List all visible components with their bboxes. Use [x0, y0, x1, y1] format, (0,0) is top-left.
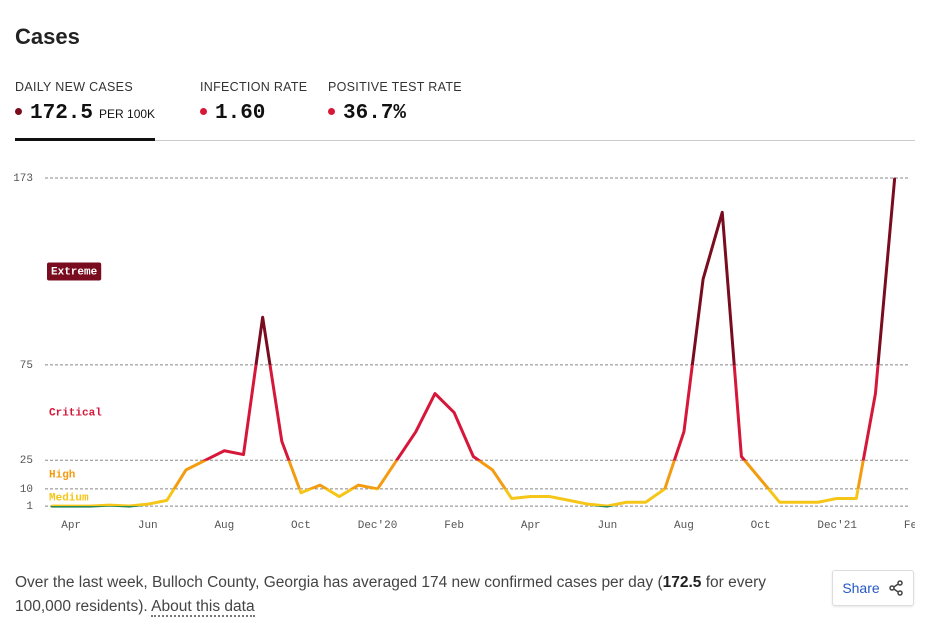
- footer: Over the last week, Bulloch County, Geor…: [15, 571, 795, 619]
- level-label: Medium: [49, 492, 89, 504]
- tab-label: INFECTION RATE: [200, 80, 308, 94]
- x-tick-label: Aug: [214, 520, 234, 532]
- tab[interactable]: DAILY NEW CASES 172.5 PER 100K: [15, 78, 156, 141]
- tab-value: 1.60: [215, 102, 266, 125]
- tab-dot: [328, 108, 335, 116]
- y-tick-label: 1: [26, 501, 33, 513]
- level-label: High: [49, 470, 75, 482]
- y-tick-label: 75: [20, 360, 33, 372]
- share-icon: [888, 580, 903, 596]
- tab-value: 36.7%: [343, 102, 407, 125]
- y-tick-label: 25: [20, 455, 33, 467]
- y-tick-label: 10: [20, 484, 33, 496]
- x-tick-label: Aug: [674, 520, 694, 532]
- tab-dot: [200, 108, 207, 116]
- level-badge: [47, 262, 102, 281]
- tab-value-row: 36.7%: [328, 102, 462, 125]
- footer-text: for every 100,000 residents).: [15, 574, 767, 615]
- share-label: Share: [842, 580, 880, 596]
- x-tick-label: Apr: [521, 520, 541, 532]
- x-tick-label: Dec'21: [817, 520, 857, 532]
- x-tick-label: Jun: [138, 520, 158, 532]
- tab[interactable]: INFECTION RATE 1.60: [200, 78, 307, 140]
- x-tick-label: Apr: [61, 520, 81, 532]
- tab-value: 172.5: [30, 102, 94, 125]
- tab-value-row: 1.60: [200, 102, 307, 125]
- x-tick-label: Feb: [904, 520, 915, 532]
- footer-bold: 172.5: [662, 574, 702, 591]
- level-label: Extreme: [51, 266, 98, 278]
- chart: 1 10 25 75 173 Apr Jun Aug Oct Dec'20 Feb Apr Jun Aug…: [13, 173, 915, 532]
- x-tick-label: Feb: [444, 520, 464, 532]
- title: Cases: [15, 24, 80, 49]
- tab-label: DAILY NEW CASES: [15, 80, 133, 94]
- x-tick-label: Dec'20: [358, 520, 398, 532]
- share-button[interactable]: Share: [832, 570, 914, 606]
- cases-line: [50, 177, 897, 508]
- level-label: Critical: [49, 408, 102, 420]
- tab-dot: [15, 108, 22, 116]
- footer-text: Over the last week, Bulloch County, Geor…: [15, 574, 663, 591]
- x-tick-label: Oct: [291, 520, 311, 532]
- tab[interactable]: POSITIVE TEST RATE 36.7%: [328, 78, 462, 140]
- x-tick-label: Jun: [597, 520, 617, 532]
- tab-label: POSITIVE TEST RATE: [328, 80, 462, 94]
- tab-unit: PER 100K: [99, 107, 156, 121]
- tab-value-row: 172.5 PER 100K: [15, 102, 155, 125]
- y-tick-label: 173: [13, 173, 33, 185]
- x-tick-label: Oct: [751, 520, 771, 532]
- plot: 1 10 25 75 173 Apr Jun Aug Oct Dec'20 Feb Apr Jun Aug…: [13, 173, 915, 532]
- tabs: DAILY NEW CASES 172.5 PER 100K INFECTION RA…: [15, 78, 915, 141]
- about-link[interactable]: About this data: [151, 598, 255, 617]
